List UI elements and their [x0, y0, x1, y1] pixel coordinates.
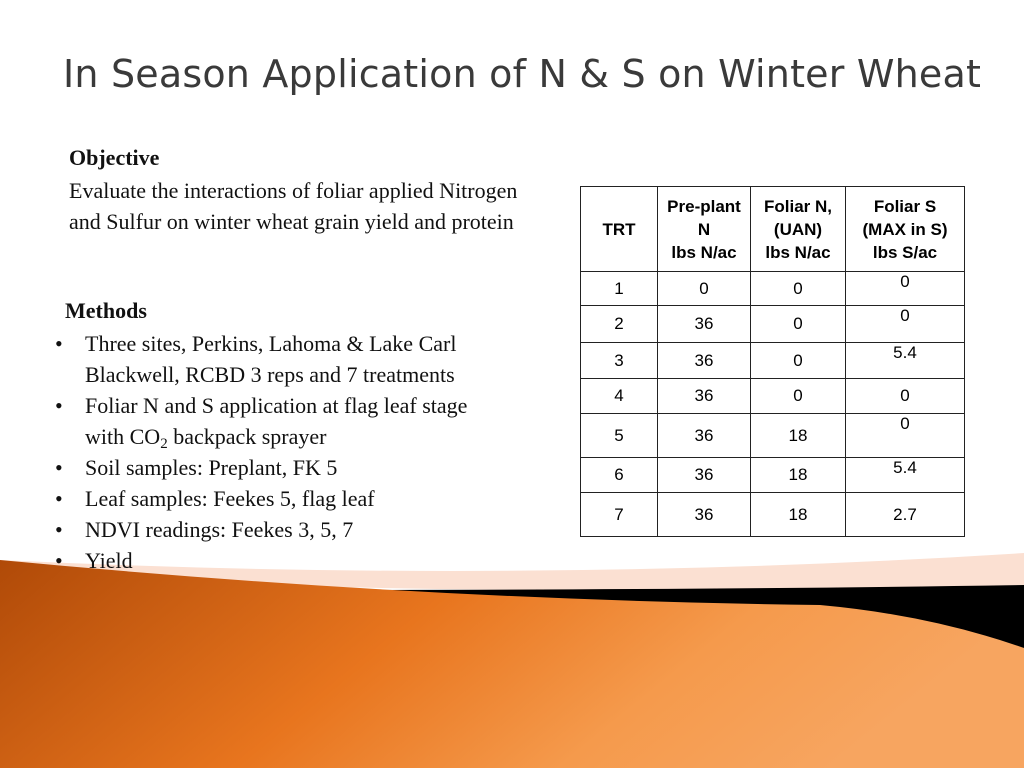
header-preplant-n: Pre-plant N lbs N/ac	[657, 186, 751, 272]
methods-item: Foliar N and S application at flag leaf …	[55, 390, 495, 452]
methods-item: Leaf samples: Feekes 5, flag leaf	[55, 483, 495, 514]
methods-heading: Methods	[65, 298, 147, 323]
cell-foliar-n: 0	[750, 305, 846, 343]
cell-trt: 3	[580, 342, 658, 379]
table-row: 5 36 18 0	[580, 413, 965, 458]
table-row: 2 36 0 0	[580, 305, 965, 343]
table-row: 6 36 18 5.4	[580, 457, 965, 493]
cell-preplant-n: 36	[657, 413, 751, 458]
table-row: 4 36 0 0	[580, 378, 965, 414]
co2-subscript: 2	[160, 436, 168, 452]
table-row: 1 0 0 0	[580, 271, 965, 306]
cell-foliar-n: 18	[750, 413, 846, 458]
methods-item: Yield	[55, 545, 495, 576]
black-band	[300, 585, 1024, 648]
objective-text: Evaluate the interactions of foliar appl…	[69, 178, 518, 234]
methods-list: Three sites, Perkins, Lahoma & Lake Carl…	[55, 328, 495, 576]
cell-foliar-s: 0	[845, 271, 965, 306]
table-row: 7 36 18 2.7	[580, 492, 965, 537]
cell-trt: 2	[580, 305, 658, 343]
cell-foliar-s: 0	[845, 413, 965, 458]
cell-trt: 4	[580, 378, 658, 414]
cell-foliar-n: 18	[750, 457, 846, 493]
slide-title: In Season Application of N & S on Winter…	[63, 52, 982, 96]
cell-foliar-s: 5.4	[845, 342, 965, 379]
objective-heading: Objective	[69, 145, 160, 170]
cell-preplant-n: 36	[657, 457, 751, 493]
cell-trt: 7	[580, 492, 658, 537]
cell-foliar-n: 0	[750, 271, 846, 306]
table-row: 3 36 0 5.4	[580, 342, 965, 379]
cell-foliar-s: 5.4	[845, 457, 965, 493]
peach-band	[0, 553, 1024, 591]
orange-fill	[0, 560, 1024, 768]
header-foliar-n: Foliar N, (UAN) lbs N/ac	[750, 186, 846, 272]
methods-item: NDVI readings: Feekes 3, 5, 7	[55, 514, 495, 545]
methods-item: Three sites, Perkins, Lahoma & Lake Carl…	[55, 328, 495, 390]
cell-foliar-s: 2.7	[845, 492, 965, 537]
cell-foliar-s: 0	[845, 305, 965, 343]
cell-preplant-n: 36	[657, 342, 751, 379]
cell-preplant-n: 36	[657, 492, 751, 537]
cell-trt: 1	[580, 271, 658, 306]
cell-preplant-n: 0	[657, 271, 751, 306]
cell-preplant-n: 36	[657, 378, 751, 414]
header-foliar-s: Foliar S (MAX in S) lbs S/ac	[845, 186, 965, 272]
methods-item: Soil samples: Preplant, FK 5	[55, 452, 495, 483]
header-trt: TRT	[580, 186, 658, 272]
cell-trt: 6	[580, 457, 658, 493]
treatment-table: TRT Pre-plant N lbs N/ac Foliar N, (UAN)…	[580, 186, 965, 537]
cell-preplant-n: 36	[657, 305, 751, 343]
cell-foliar-n: 0	[750, 342, 846, 379]
cell-foliar-s: 0	[845, 378, 965, 414]
cell-trt: 5	[580, 413, 658, 458]
cell-foliar-n: 18	[750, 492, 846, 537]
table-header-row: TRT Pre-plant N lbs N/ac Foliar N, (UAN)…	[580, 186, 965, 272]
cell-foliar-n: 0	[750, 378, 846, 414]
